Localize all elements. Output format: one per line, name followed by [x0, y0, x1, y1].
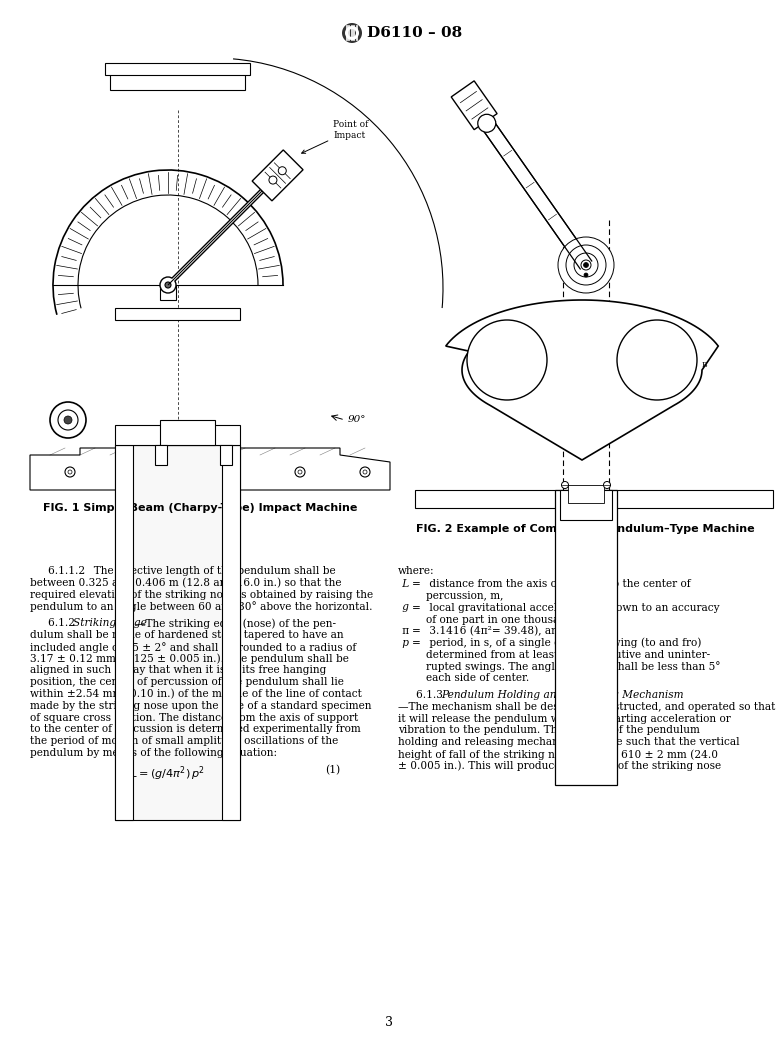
Circle shape [58, 410, 78, 430]
Text: pendulum by means of the following equation:: pendulum by means of the following equat… [30, 748, 277, 758]
Text: =  distance from the axis of support to the center of: = distance from the axis of support to t… [412, 579, 691, 589]
Text: it will release the pendulum without imparting acceleration or: it will release the pendulum without imp… [398, 713, 731, 723]
Text: within ±2.54 mm (0.10 in.) of the middle of the line of contact: within ±2.54 mm (0.10 in.) of the middle… [30, 689, 362, 700]
Circle shape [298, 469, 302, 474]
Circle shape [360, 467, 370, 477]
Text: height of fall of the striking nose shall be 610 ± 2 mm (24.0: height of fall of the striking nose shal… [398, 750, 718, 760]
Text: —The striking edge (nose) of the pen-: —The striking edge (nose) of the pen- [135, 618, 336, 629]
Circle shape [269, 176, 277, 184]
Text: Point of
Impact: Point of Impact [302, 121, 369, 153]
Circle shape [574, 253, 598, 277]
Circle shape [617, 320, 697, 400]
Circle shape [584, 262, 588, 268]
Text: L: L [398, 579, 409, 589]
Text: =  period, in s, of a single complete swing (to and fro): = period, in s, of a single complete swi… [412, 638, 702, 649]
Text: 90°: 90° [348, 415, 366, 425]
Bar [555, 490, 617, 785]
Text: =  local gravitational acceleration (known to an accuracy: = local gravitational acceleration (know… [412, 603, 720, 613]
Polygon shape [30, 448, 390, 490]
Text: where:: where: [398, 566, 435, 576]
Circle shape [170, 467, 180, 477]
Text: (1): (1) [325, 765, 340, 776]
Circle shape [295, 467, 305, 477]
Text: holding and releasing mechanism shall be such that the vertical: holding and releasing mechanism shall be… [398, 737, 740, 747]
Text: aligned in such a way that when it is in its free hanging: aligned in such a way that when it is in… [30, 665, 327, 676]
Text: 3: 3 [385, 1016, 393, 1029]
Text: included angle of 45 ± 2° and shall be rounded to a radius of: included angle of 45 ± 2° and shall be r… [30, 642, 356, 653]
Text: of square cross section. The distance from the axis of support: of square cross section. The distance fr… [30, 713, 358, 722]
Text: B: B [702, 361, 708, 369]
Text: ± 0.005 in.). This will produce a velocity of the striking nose: ± 0.005 in.). This will produce a veloci… [398, 761, 721, 771]
Text: π: π [398, 626, 409, 636]
Text: vibration to the pendulum. The position of the pendulum: vibration to the pendulum. The position … [398, 726, 700, 735]
Text: of one part in one thousand), m/s²: of one part in one thousand), m/s² [426, 614, 607, 625]
Text: made by the striking nose upon the face of a standard specimen: made by the striking nose upon the face … [30, 701, 372, 711]
Polygon shape [446, 300, 718, 460]
Circle shape [363, 469, 367, 474]
Text: pendulum to an angle between 60 and 30° above the horizontal.: pendulum to an angle between 60 and 30° … [30, 602, 373, 612]
Circle shape [345, 26, 359, 40]
Bar [160, 420, 215, 445]
Text: D6110 – 08: D6110 – 08 [367, 26, 462, 40]
Text: dulum shall be made of hardened steel, tapered to have an: dulum shall be made of hardened steel, t… [30, 630, 344, 640]
Circle shape [68, 469, 72, 474]
Bar [160, 285, 176, 300]
Bar [220, 445, 232, 465]
Bar [115, 445, 133, 820]
Text: percussion, m,: percussion, m, [426, 590, 503, 601]
Text: $L = (g/4\pi^2)\,p^2$: $L = (g/4\pi^2)\,p^2$ [130, 765, 205, 784]
Circle shape [566, 245, 606, 285]
Circle shape [165, 282, 171, 288]
Text: p: p [398, 638, 409, 648]
Circle shape [173, 469, 177, 474]
Bar [415, 490, 773, 508]
Circle shape [584, 273, 588, 277]
Circle shape [348, 29, 356, 37]
Circle shape [581, 260, 591, 270]
Circle shape [478, 115, 496, 132]
Circle shape [562, 482, 569, 488]
Polygon shape [451, 81, 497, 130]
Bar [560, 490, 612, 520]
Bar [115, 445, 240, 820]
Circle shape [558, 237, 614, 293]
Text: each side of center.: each side of center. [426, 674, 529, 683]
Text: Striking Edge: Striking Edge [73, 618, 147, 628]
Text: Pendulum Holding and Releasing Mechanism: Pendulum Holding and Releasing Mechanism [441, 690, 684, 700]
Text: position, the center of percussion of the pendulum shall lie: position, the center of percussion of th… [30, 678, 344, 687]
Text: 6.1.2: 6.1.2 [48, 618, 83, 628]
Text: between 0.325 and 0.406 m (12.8 and 16.0 in.) so that the: between 0.325 and 0.406 m (12.8 and 16.0… [30, 578, 342, 588]
Text: to the center of percussion is determined experimentally from: to the center of percussion is determine… [30, 725, 361, 734]
Text: the period of motion of small amplitude oscillations of the: the period of motion of small amplitude … [30, 736, 338, 746]
Text: determined from at least 20 consecutive and uninter-: determined from at least 20 consecutive … [426, 650, 710, 660]
Circle shape [160, 277, 176, 293]
Polygon shape [252, 150, 303, 201]
Bar [222, 445, 240, 820]
Text: rupted swings. The angle of swing shall be less than 5°: rupted swings. The angle of swing shall … [426, 661, 720, 672]
Bar [115, 425, 240, 445]
Circle shape [50, 402, 86, 438]
Text: =  3.1416 (4π²= 39.48), and: = 3.1416 (4π²= 39.48), and [412, 626, 565, 636]
Text: 3.17 ± 0.12 mm (0.125 ± 0.005 in.). The pendulum shall be: 3.17 ± 0.12 mm (0.125 ± 0.005 in.). The … [30, 654, 349, 664]
Text: FIG. 2 Example of Compound–Pendulum–Type Machine: FIG. 2 Example of Compound–Pendulum–Type… [415, 524, 755, 534]
Circle shape [279, 167, 286, 175]
Circle shape [342, 23, 362, 43]
Circle shape [604, 482, 611, 488]
Text: required elevation of the striking nose is obtained by raising the: required elevation of the striking nose … [30, 589, 373, 600]
Circle shape [64, 416, 72, 424]
Bar [155, 445, 167, 465]
Circle shape [65, 467, 75, 477]
Text: 6.1.1.2  The effective length of the pendulum shall be: 6.1.1.2 The effective length of the pend… [48, 566, 335, 576]
Bar [105, 64, 250, 75]
Bar [110, 70, 245, 90]
Text: FIG. 1 Simple Beam (Charpy-Type) Impact Machine: FIG. 1 Simple Beam (Charpy-Type) Impact … [43, 503, 357, 513]
Text: g: g [398, 603, 409, 612]
Text: 6.1.3: 6.1.3 [416, 690, 451, 700]
Text: —The mechanism shall be designed, constructed, and operated so that: —The mechanism shall be designed, constr… [398, 702, 776, 712]
Polygon shape [468, 101, 592, 269]
Circle shape [467, 320, 547, 400]
Bar [115, 308, 240, 320]
Bar [568, 485, 604, 503]
